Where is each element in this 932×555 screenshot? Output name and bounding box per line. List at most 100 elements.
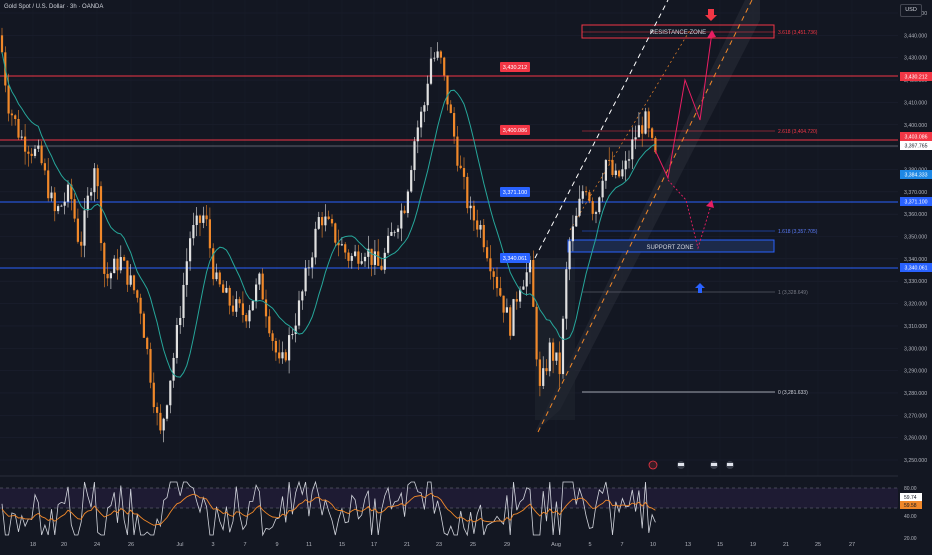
symbol-title: Gold Spot / U.S. Dollar · 3h · OANDA xyxy=(4,4,104,10)
candle-body xyxy=(588,192,591,202)
candle-body xyxy=(324,216,327,226)
up-arrow-icon xyxy=(695,283,705,293)
candle-body xyxy=(637,125,640,138)
candle-body xyxy=(307,267,310,269)
candle-body xyxy=(502,295,505,313)
candle-body xyxy=(159,412,162,431)
rsi-label-80: 80.00 xyxy=(904,486,917,492)
candle-body xyxy=(429,58,433,84)
candle-body xyxy=(337,242,340,246)
candlestick-series xyxy=(0,27,657,443)
candle-body xyxy=(565,269,568,319)
fib-label-2618: 2.618 (3,404.720) xyxy=(778,129,818,135)
channel-middle-line[interactable] xyxy=(569,29,691,231)
price-label: 3,340.000 xyxy=(904,257,927,263)
candle-body xyxy=(396,228,400,232)
candle-body xyxy=(512,299,515,336)
candle-body xyxy=(185,261,188,285)
projection-arrowhead-up xyxy=(707,30,716,38)
candle-body xyxy=(367,248,370,257)
candle-body xyxy=(373,251,376,265)
candle-body xyxy=(436,51,439,58)
support-zone-box[interactable] xyxy=(567,239,775,253)
currency-button[interactable]: USD xyxy=(900,4,922,17)
candle-body xyxy=(634,137,637,140)
candle-body xyxy=(443,57,446,76)
candle-body xyxy=(611,160,614,176)
candle-body xyxy=(466,176,469,209)
candle-body xyxy=(624,160,627,170)
candle-body xyxy=(30,153,33,156)
candle-body xyxy=(347,252,350,261)
resistance-zone-box[interactable] xyxy=(581,24,775,39)
candle-body xyxy=(218,272,221,285)
candle-body xyxy=(202,215,205,223)
axis-tag-current-price: 3,397.765 xyxy=(904,144,927,150)
candle-body xyxy=(14,115,17,119)
fib-label-1: 1 (3,328.649) xyxy=(778,290,808,296)
candle-body xyxy=(109,273,112,279)
candle-body xyxy=(93,168,96,193)
candle-body xyxy=(24,136,27,152)
candle-body xyxy=(212,248,215,280)
candle-body xyxy=(608,160,611,161)
candle-body xyxy=(499,288,502,296)
price-label: 3,270.000 xyxy=(904,413,927,419)
candle-body xyxy=(281,352,284,359)
projection-path-pullback[interactable] xyxy=(667,179,713,250)
price-axis-panel[interactable] xyxy=(898,0,932,550)
level-tag-3400-bg xyxy=(500,125,530,135)
price-label: 3,430.000 xyxy=(904,56,927,62)
candle-body xyxy=(601,180,604,198)
support-zone-label: SUPPORT ZONE xyxy=(646,245,693,251)
candle-body xyxy=(515,299,518,302)
candle-body xyxy=(426,83,429,106)
candle-body xyxy=(594,212,598,214)
time-label: 11 xyxy=(306,542,312,548)
candle-body xyxy=(99,186,103,244)
candle-body xyxy=(156,407,159,413)
candle-body xyxy=(284,352,287,361)
candle-body xyxy=(142,313,145,338)
level-tag-3430: 3,430.212 xyxy=(503,65,527,71)
rsi-label-20: 20.00 xyxy=(904,536,917,542)
candle-body xyxy=(83,210,86,246)
event-flash-icon[interactable] xyxy=(648,460,658,470)
candle-body xyxy=(604,160,607,181)
candle-body xyxy=(535,306,538,360)
time-label: 5 xyxy=(588,542,591,548)
flag-stripe-2 xyxy=(711,463,717,466)
candle-body xyxy=(40,145,43,164)
candle-body xyxy=(189,238,192,262)
candle-body xyxy=(548,342,551,372)
candle-body xyxy=(17,118,20,138)
candle-body xyxy=(205,215,208,220)
candle-body xyxy=(291,334,294,336)
candle-body xyxy=(20,136,23,138)
candle-body xyxy=(152,382,155,408)
candle-body xyxy=(149,349,152,383)
projection-path-bullish[interactable] xyxy=(654,31,713,180)
candle-body xyxy=(571,226,574,242)
candle-body xyxy=(552,342,555,361)
candle-body xyxy=(591,201,594,214)
candle-body xyxy=(274,340,277,353)
price-label: 3,420.000 xyxy=(904,78,927,84)
candle-body xyxy=(179,317,182,326)
candle-body xyxy=(195,215,198,226)
resistance-zone-label: RESISTANCE ZONE xyxy=(650,30,706,36)
price-label: 3,400.000 xyxy=(904,123,927,129)
candle-body xyxy=(446,75,449,105)
time-label: 26 xyxy=(128,542,134,548)
candle-body xyxy=(495,276,499,289)
candle-body xyxy=(60,205,63,207)
candle-body xyxy=(132,275,136,291)
axis-tag-3403: 3,403.086 xyxy=(904,135,927,141)
channel-upper-line[interactable] xyxy=(534,0,669,259)
time-axis-labels[interactable]: 18 20 24 26 Jul 3 7 9 11 15 17 21 23 25 29 Aug 5 7 10 13 15 1… xyxy=(30,542,855,548)
candle-body xyxy=(350,255,353,261)
candle-body xyxy=(264,299,268,317)
candle-body xyxy=(268,316,271,334)
